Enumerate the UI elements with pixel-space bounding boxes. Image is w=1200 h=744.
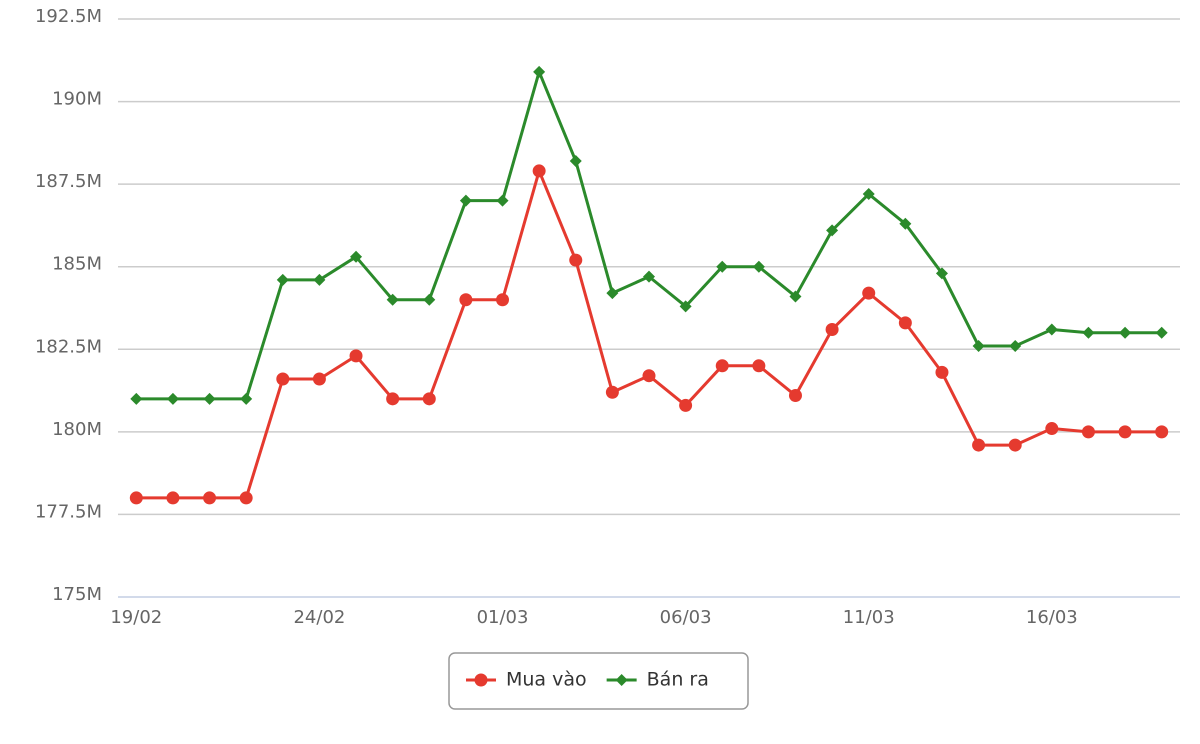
diamond-marker [313, 273, 326, 286]
diamond-marker [1045, 323, 1058, 336]
circle-marker [312, 372, 326, 386]
diamond-marker [679, 300, 692, 313]
circle-marker [386, 392, 400, 406]
y-tick-label: 192.5M [35, 6, 102, 27]
circle-marker [496, 293, 510, 307]
circle-marker [825, 322, 839, 336]
diamond-marker [643, 270, 655, 283]
diamond-marker [862, 188, 875, 201]
circle-marker [605, 385, 619, 399]
diamond-marker [826, 224, 839, 237]
circle-marker [1008, 438, 1022, 452]
circle-marker [642, 369, 656, 383]
circle-marker [166, 491, 180, 505]
x-tick-label: 06/03 [660, 607, 712, 628]
legend-marker [615, 674, 628, 686]
circle-marker [935, 365, 949, 379]
y-tick-label: 190M [52, 89, 102, 110]
legend-marker [474, 673, 488, 687]
circle-marker [898, 316, 912, 330]
series-line [136, 169, 1162, 500]
circle-marker [569, 253, 583, 267]
y-tick-label: 182.5M [35, 336, 102, 357]
circle-marker [862, 286, 876, 300]
diamond-marker [166, 392, 179, 405]
diamond-marker [716, 260, 729, 273]
y-tick-label: 177.5M [35, 501, 102, 522]
diamond-marker [935, 267, 948, 280]
x-tick-label: 16/03 [1026, 607, 1078, 628]
diamond-marker [276, 273, 289, 286]
x-tick-label: 19/02 [110, 607, 162, 628]
diamond-marker [1082, 326, 1095, 339]
circle-marker [788, 389, 802, 403]
legend-label: Mua vào [506, 669, 587, 691]
diamond-marker [606, 287, 619, 300]
y-tick-label: 175M [52, 584, 102, 605]
circle-marker [203, 491, 217, 505]
circle-marker [679, 398, 693, 412]
x-tick-label: 01/03 [477, 607, 529, 628]
diamond-marker [496, 194, 509, 207]
diamond-marker [899, 217, 912, 230]
circle-marker [129, 491, 143, 505]
circle-marker [459, 293, 473, 307]
diamond-marker [789, 290, 802, 303]
circle-marker [752, 359, 766, 373]
diamond-marker [203, 392, 216, 405]
diamond-marker [459, 194, 472, 207]
y-tick-label: 185M [52, 254, 102, 275]
diamond-marker [386, 293, 399, 306]
legend-label: Bán ra [647, 669, 709, 691]
diamond-marker [1119, 326, 1132, 339]
x-tick-label: 11/03 [843, 607, 895, 628]
circle-marker [276, 372, 290, 386]
circle-marker [1081, 425, 1095, 439]
diamond-marker [423, 293, 436, 306]
circle-marker [715, 359, 729, 373]
diamond-marker [533, 65, 546, 78]
legend: Mua vào Bán ra [448, 652, 749, 710]
circle-marker [1118, 425, 1132, 439]
diamond-marker [1155, 326, 1168, 339]
circle-marker [422, 392, 436, 406]
x-tick-label: 24/02 [293, 607, 345, 628]
diamond-marker [350, 250, 363, 263]
circle-marker [972, 438, 986, 452]
y-tick-label: 180M [52, 419, 102, 440]
diamond-marker [972, 339, 985, 352]
circle-marker [239, 491, 253, 505]
legend-box [448, 652, 749, 710]
diamond-marker [569, 155, 582, 168]
diamond-marker [240, 392, 253, 405]
circle-marker [349, 349, 363, 363]
diamond-marker [130, 392, 143, 405]
diamond-marker [752, 260, 765, 273]
circle-marker [532, 164, 546, 178]
diamond-marker [1009, 339, 1022, 352]
circle-marker [1155, 425, 1169, 439]
circle-marker [1045, 422, 1059, 436]
y-tick-label: 187.5M [35, 171, 102, 192]
